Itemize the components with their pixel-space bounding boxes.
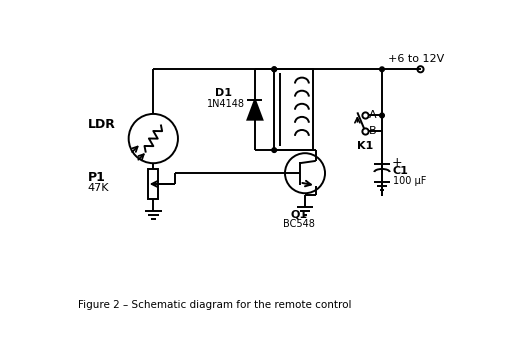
Bar: [148, 169, 158, 199]
Text: B: B: [369, 126, 376, 136]
Text: C1: C1: [393, 166, 409, 176]
Text: 47K: 47K: [88, 183, 109, 193]
Text: P1: P1: [88, 171, 106, 183]
Circle shape: [380, 113, 384, 118]
Text: Figure 2 – Schematic diagram for the remote control: Figure 2 – Schematic diagram for the rem…: [78, 300, 352, 310]
Text: K1: K1: [357, 141, 373, 151]
Text: 1N4148: 1N4148: [207, 98, 245, 108]
Circle shape: [272, 67, 277, 71]
Circle shape: [380, 67, 384, 71]
Text: 100 µF: 100 µF: [393, 176, 426, 186]
Circle shape: [272, 148, 277, 153]
Text: +6 to 12V: +6 to 12V: [388, 54, 445, 64]
Text: D1: D1: [215, 88, 232, 98]
Text: A: A: [369, 111, 376, 121]
Text: +: +: [391, 156, 402, 169]
Text: BC548: BC548: [283, 219, 315, 229]
Text: Q1: Q1: [290, 210, 307, 220]
Text: LDR: LDR: [88, 118, 116, 131]
Polygon shape: [248, 100, 263, 120]
Circle shape: [272, 67, 277, 71]
Bar: [274, 69, 313, 150]
